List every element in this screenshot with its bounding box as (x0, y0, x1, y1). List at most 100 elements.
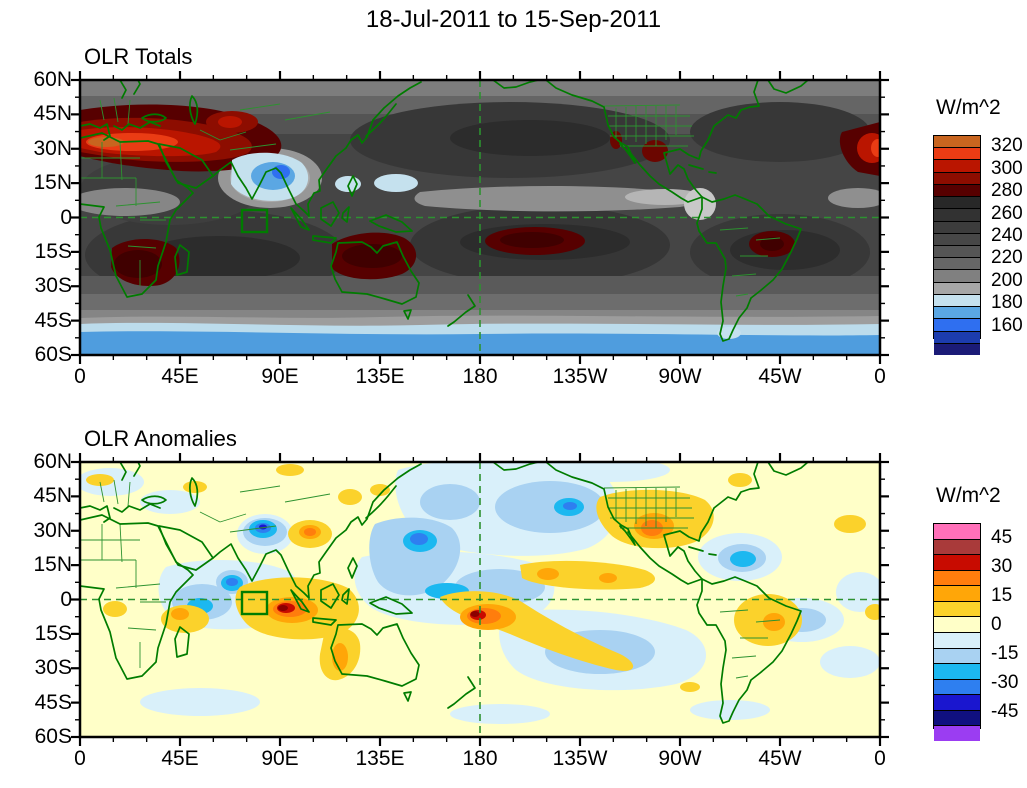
colorbar-cell (934, 678, 980, 695)
axis-ticks (71, 453, 889, 746)
colorbar-tick-label: 240 (991, 225, 1023, 246)
x-tick-label: 180 (462, 365, 498, 388)
colorbar-cell (934, 147, 980, 160)
colorbar-cell (934, 232, 980, 245)
y-tick-label: 60N (33, 68, 72, 91)
y-tick-label: 15S (34, 621, 72, 645)
colorbar-cell (934, 709, 980, 726)
colorbar-cell (934, 725, 980, 741)
colorbar-cell (934, 524, 980, 539)
colorbar-tick-label: 30 (991, 555, 1013, 577)
x-tick-label: 0 (874, 747, 886, 770)
colorbar-tick-label: 320 (991, 135, 1023, 157)
colorbar-cell (934, 281, 980, 294)
colorbar-cell (934, 269, 980, 282)
x-tick-label: 90E (261, 747, 299, 770)
y-tick-label: 15N (33, 553, 72, 577)
colorbar-cell (934, 318, 980, 331)
colorbar-units-top: W/m^2 (936, 96, 1001, 119)
colorbar-tick-label: 0 (991, 614, 1002, 635)
index-region-box (240, 590, 269, 616)
y-tick-label: 15S (34, 239, 72, 263)
colorbar-units-bottom: W/m^2 (936, 484, 1001, 507)
y-tick-label: 30S (34, 656, 72, 680)
x-tick-label: 45W (758, 365, 802, 388)
olr-totals-contours (80, 80, 880, 355)
colorbar-cell (934, 196, 980, 209)
colorbar-tick-label: 280 (991, 180, 1023, 202)
colorbar-tick-label: 260 (991, 202, 1023, 224)
x-tick-label: 0 (874, 365, 886, 388)
x-tick-label: 90W (658, 365, 702, 388)
x-tick-label: 135W (552, 747, 608, 770)
olr-anomalies-contours (80, 462, 880, 737)
olr-anomalies-map (71, 453, 889, 746)
panel-title-olr-anomalies: OLR Anomalies (84, 426, 237, 451)
colorbar-tick-label: 300 (991, 157, 1023, 179)
colorbar-cell (934, 330, 980, 343)
x-tick-label: 45W (758, 747, 802, 770)
colorbar-cell (934, 647, 980, 664)
colorbar-cell (934, 694, 980, 710)
x-tick-label: 135E (355, 365, 405, 388)
colorbar-cell (934, 342, 980, 355)
index-region-box (240, 208, 269, 234)
colorbar-cell (934, 136, 980, 148)
colorbar-tick-label: 15 (991, 584, 1013, 606)
colorbar-cell (934, 600, 980, 617)
panel-title-olr-totals: OLR Totals (84, 44, 193, 69)
x-tick-label: 0 (74, 365, 86, 388)
y-tick-label: 45N (33, 484, 72, 508)
colorbar-tick-label: 45 (991, 526, 1013, 548)
colorbar-cell (934, 554, 980, 570)
x-tick-label: 135W (552, 365, 608, 388)
colorbar-tick-label: 220 (991, 247, 1023, 269)
y-tick-label: 45S (34, 308, 72, 332)
colorbar-olr-anomalies (933, 523, 981, 741)
y-tick-label: 45N (33, 102, 72, 126)
x-tick-label: 0 (74, 747, 86, 770)
colorbar-cell (934, 293, 980, 307)
colorbar-olr-totals (933, 135, 981, 355)
colorbar-cell (934, 257, 980, 270)
colorbar-cell (934, 538, 980, 555)
colorbar-tick-label: -45 (991, 701, 1019, 723)
x-tick-label: 135E (355, 747, 405, 770)
y-tick-label: 0 (60, 205, 72, 229)
y-tick-label: 15N (33, 171, 72, 195)
y-tick-label: 30N (33, 136, 72, 160)
colorbar-cell (934, 663, 980, 679)
axis-ticks (71, 71, 889, 364)
colorbar-tick-label: 160 (991, 314, 1023, 336)
colorbar-cell (934, 171, 980, 184)
y-tick-label: 30N (33, 518, 72, 542)
x-tick-label: 180 (462, 747, 498, 770)
colorbar-cell (934, 585, 980, 601)
colorbar-cell (934, 244, 980, 258)
x-tick-label: 45E (161, 365, 199, 388)
figure-title: 18-Jul-2011 to 15-Sep-2011 (365, 6, 662, 33)
x-tick-label: 45E (161, 747, 199, 770)
colorbar-cell (934, 616, 980, 632)
y-tick-label: 60S (34, 725, 72, 748)
colorbar-cell (934, 306, 980, 319)
colorbar-cell (934, 631, 980, 648)
y-tick-label: 0 (60, 587, 72, 611)
x-tick-label: 90W (658, 747, 702, 770)
colorbar-tick-label: -15 (991, 643, 1019, 665)
y-tick-label: 45S (34, 690, 72, 714)
y-tick-label: 30S (34, 274, 72, 298)
colorbar-tick-label: 180 (991, 292, 1023, 314)
y-tick-label: 60N (33, 450, 72, 473)
y-tick-label: 60S (34, 343, 72, 366)
x-tick-label: 90E (261, 365, 299, 388)
olr-totals-map (71, 71, 889, 364)
colorbar-tick-label: -30 (991, 672, 1019, 694)
colorbar-cell (934, 183, 980, 197)
colorbar-cell (934, 569, 980, 586)
colorbar-cell (934, 208, 980, 221)
colorbar-tick-label: 200 (991, 269, 1023, 291)
colorbar-cell (934, 220, 980, 233)
colorbar-cell (934, 159, 980, 172)
